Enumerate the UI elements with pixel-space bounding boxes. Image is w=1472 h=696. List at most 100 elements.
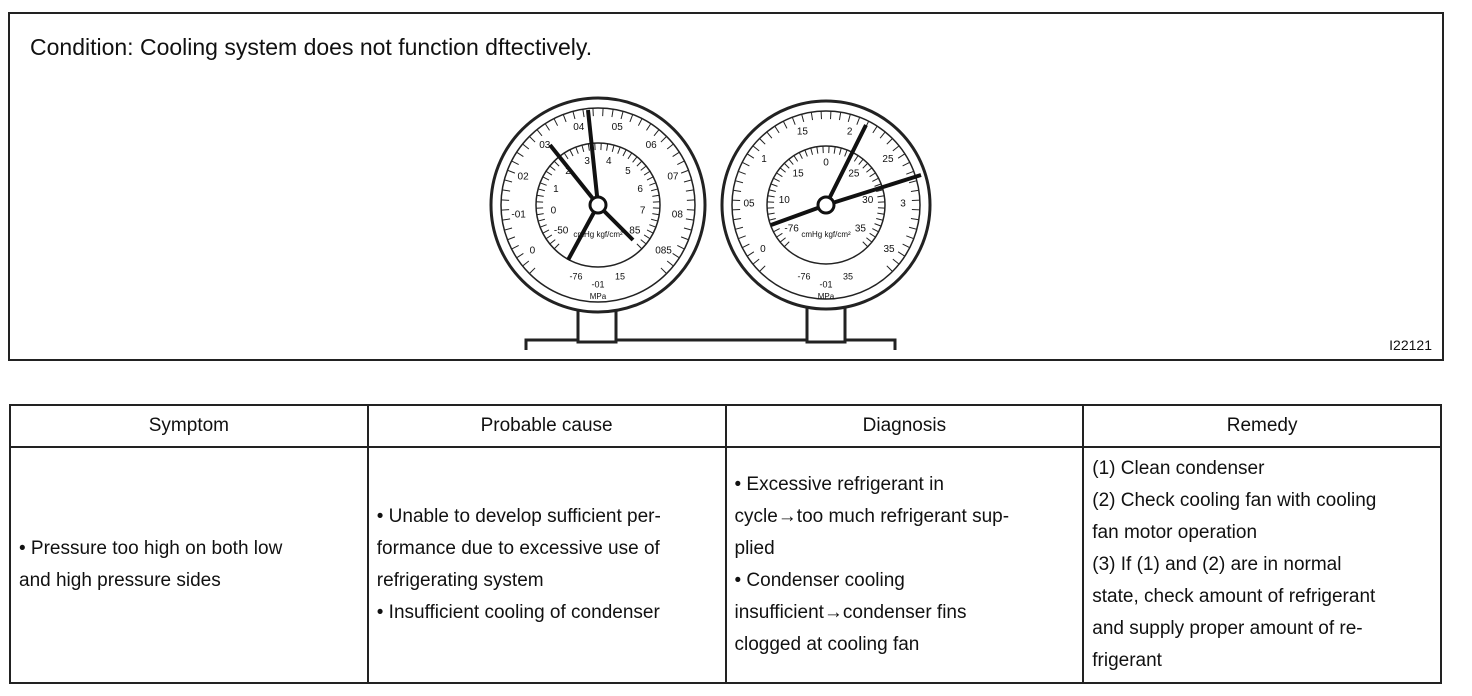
dial-label: -76	[797, 271, 810, 281]
cell-line: (1) Clean condenser	[1092, 458, 1265, 480]
tick	[672, 151, 680, 157]
tick	[746, 153, 755, 159]
tick	[646, 123, 652, 131]
dial-label: 04	[573, 122, 585, 133]
tick	[759, 138, 766, 145]
gauge-ring	[500, 107, 696, 303]
tick	[874, 183, 882, 187]
tick	[581, 144, 585, 153]
title: Condition: Cooling system does not funct…	[30, 34, 593, 60]
tick	[897, 251, 906, 257]
cell-line: fan motor operation	[1092, 522, 1258, 544]
dial-label: 07	[667, 172, 679, 183]
tick	[553, 118, 559, 126]
dial-label: 30	[862, 195, 874, 206]
tick	[902, 161, 910, 167]
tick	[640, 165, 647, 171]
tick	[735, 180, 744, 184]
tick	[549, 165, 556, 171]
condition-panel: Condition: Cooling system does not funct…	[8, 12, 1444, 361]
tick	[680, 169, 689, 174]
tick	[793, 155, 799, 162]
dial-label: 3	[900, 199, 906, 210]
tick	[643, 170, 651, 176]
tick	[563, 152, 569, 160]
dial-label: 7	[640, 205, 646, 216]
tick	[536, 129, 543, 137]
tick	[507, 169, 516, 174]
cell-line: • Pressure too high on both low	[19, 538, 283, 560]
tick	[539, 182, 547, 186]
tick	[683, 227, 692, 231]
tick	[620, 111, 624, 120]
tick	[783, 162, 790, 169]
units: MPa	[818, 292, 835, 301]
tick	[768, 217, 776, 221]
tick	[522, 260, 530, 267]
cell: • Pressure too high on both low and high …	[9, 446, 369, 684]
dial-label: 1	[553, 184, 559, 195]
cell: • Unable to develop sufficient per-forma…	[366, 446, 727, 684]
tick	[504, 179, 513, 183]
tick	[892, 258, 900, 265]
tick	[810, 147, 814, 155]
tick	[886, 265, 893, 272]
tick	[537, 188, 546, 192]
tick	[858, 158, 864, 165]
tick	[502, 218, 511, 221]
tick	[636, 243, 643, 250]
tick	[575, 146, 579, 154]
tick	[572, 111, 576, 120]
dial-label: -50	[554, 225, 569, 236]
tick	[569, 149, 574, 157]
tick	[549, 239, 556, 245]
tick	[886, 138, 893, 145]
tick	[801, 114, 805, 123]
tick	[529, 136, 536, 143]
cell-line: formance due to excessive use of	[376, 538, 660, 560]
tick	[553, 160, 560, 167]
tick	[537, 218, 546, 222]
figure-id: I22121	[1389, 337, 1432, 353]
tick	[833, 146, 836, 154]
needle	[824, 124, 868, 206]
cell-line: • Unable to develop sufficient per-	[376, 506, 661, 528]
dial-label: 25	[882, 154, 894, 165]
tick	[611, 109, 614, 118]
needle	[548, 143, 600, 207]
dial-label: -01	[511, 210, 526, 221]
tick	[733, 217, 742, 221]
tick	[677, 244, 685, 250]
dial-label: 03	[539, 140, 551, 151]
dial-label: 2	[565, 166, 571, 177]
tick	[783, 241, 790, 248]
needle	[770, 203, 827, 227]
tick	[838, 112, 842, 121]
tick	[902, 243, 910, 249]
tick	[622, 149, 627, 157]
tick	[522, 143, 530, 150]
tick	[872, 125, 878, 134]
cell-line: • Insufficient cooling of condenser	[376, 602, 660, 624]
tick	[646, 229, 654, 234]
tick	[677, 160, 685, 166]
tick	[767, 195, 775, 198]
gauge-ring	[766, 145, 886, 265]
tick	[685, 189, 694, 192]
tick	[672, 253, 680, 259]
tick	[738, 170, 746, 175]
tick	[611, 144, 615, 153]
tick	[738, 235, 746, 240]
tick	[652, 213, 660, 216]
tick	[680, 236, 689, 241]
tick	[782, 121, 788, 129]
tick	[906, 235, 914, 240]
units: MPa	[590, 292, 607, 301]
dial-label: 085	[655, 246, 672, 257]
tick	[862, 162, 869, 169]
dial-label: 25	[848, 168, 860, 179]
dial-label: 0	[530, 246, 536, 257]
tick	[770, 183, 778, 187]
tick	[562, 114, 567, 123]
